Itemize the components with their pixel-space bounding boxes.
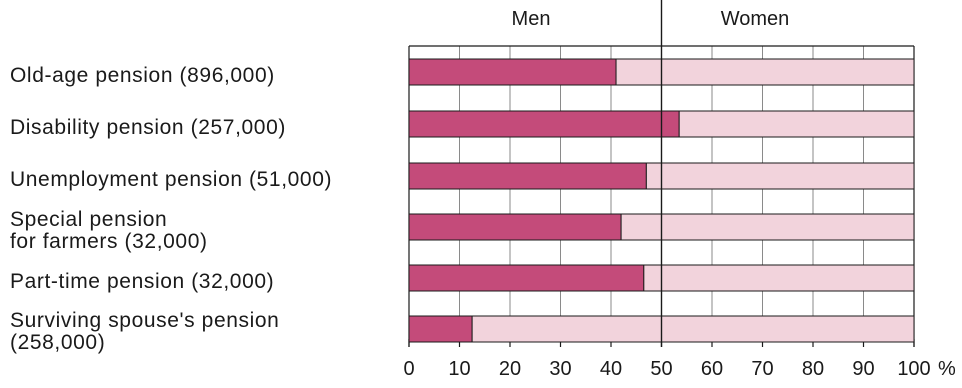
x-tick-label: 70 [751, 358, 773, 380]
bar-women [678, 110, 915, 138]
x-tick-label: 60 [701, 358, 723, 380]
legend-label-men: Men [512, 8, 551, 30]
x-tick-label: 20 [499, 358, 521, 380]
x-tick-label: 40 [600, 358, 622, 380]
bar-women [620, 213, 915, 241]
x-tick-label: 80 [802, 358, 824, 380]
legend-label-women: Women [721, 8, 790, 30]
x-tick-label: 0 [403, 358, 414, 380]
x-tick-label: 100 [897, 358, 930, 380]
bar-men [408, 162, 647, 190]
bar-women [615, 58, 915, 86]
x-tick-label: 30 [549, 358, 571, 380]
bar-men [408, 213, 622, 241]
category-label: Disability pension (257,000) [10, 116, 286, 139]
bar-women [643, 264, 915, 292]
x-unit-label: % [938, 358, 956, 380]
x-tick-label: 50 [650, 358, 672, 380]
category-label: Old-age pension (896,000) [10, 64, 275, 87]
x-tick-label: 90 [852, 358, 874, 380]
category-label: Special pension [10, 208, 167, 231]
category-label: for farmers (32,000) [10, 230, 208, 253]
category-label: (258,000) [10, 331, 105, 354]
bar-men [408, 58, 617, 86]
category-label: Surviving spouse's pension [10, 309, 279, 332]
bar-women [645, 162, 915, 190]
category-label: Unemployment pension (51,000) [10, 168, 332, 191]
bar-women [471, 315, 915, 343]
bar-men [408, 110, 680, 138]
bar-men [408, 264, 645, 292]
category-label: Part-time pension (32,000) [10, 270, 274, 293]
bar-men [408, 315, 473, 343]
x-tick-label: 10 [448, 358, 470, 380]
